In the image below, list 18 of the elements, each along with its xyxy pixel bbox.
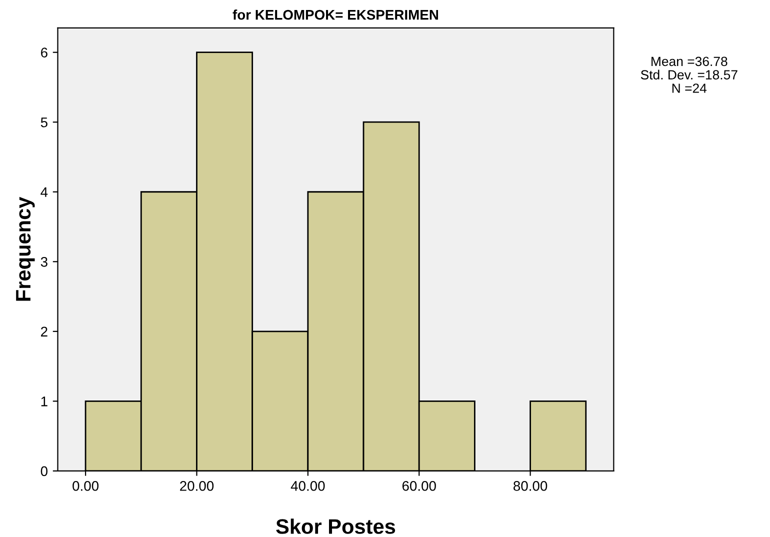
y-tick-label: 1 xyxy=(41,396,48,406)
y-tick-label: 6 xyxy=(41,48,48,58)
text: N =24 xyxy=(672,84,707,93)
y-tick-label: 5 xyxy=(40,118,48,128)
y-tick-label: 3 xyxy=(40,256,48,267)
y-axis-title: Frequency xyxy=(16,196,35,301)
y-tick-label: 2 xyxy=(41,326,48,336)
x-axis-title: Skor Postes xyxy=(276,518,396,534)
y-tick-label: 0 xyxy=(40,466,48,476)
text: Std. Dev. =18.57 xyxy=(640,70,738,80)
text: Mean =36.78 xyxy=(652,56,728,66)
y-tick-label: 4 xyxy=(40,187,48,197)
x-tick-label: 0.00 xyxy=(72,481,99,491)
x-tick-label: 40.00 xyxy=(290,481,325,491)
chart-title: for KELOMPOK= EKSPERIMEN xyxy=(232,10,438,20)
x-tick-label: 60.00 xyxy=(402,481,436,491)
x-tick-label: 80.00 xyxy=(514,481,548,491)
x-tick-label: 20.00 xyxy=(180,481,214,491)
